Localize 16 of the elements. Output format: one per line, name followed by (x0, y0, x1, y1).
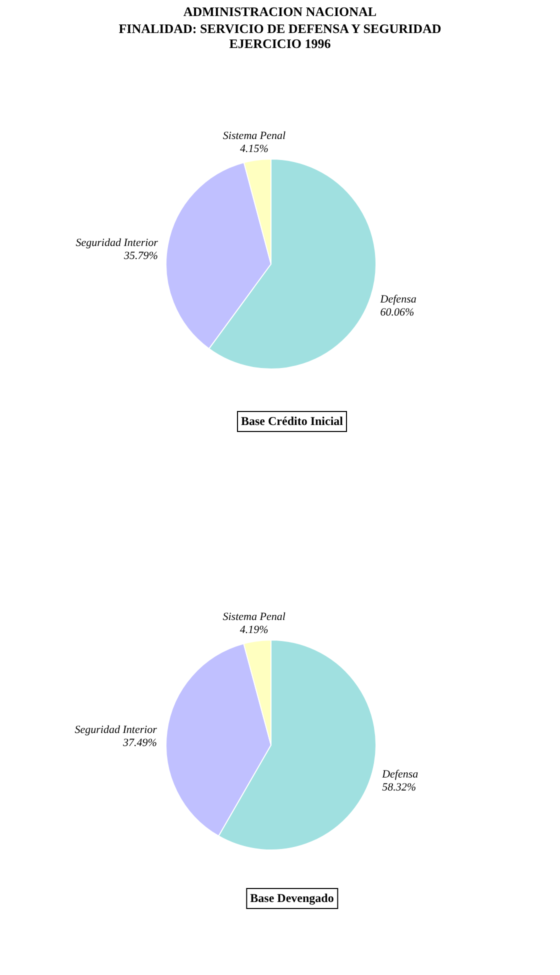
slice-label: Seguridad Interior (74, 724, 158, 736)
text: Base Devengado (246, 888, 338, 909)
chart-subtitle: FINALIDAD: SERVICIO DE DEFENSA Y SEGURIDAD EJERCICIO 1996 (118, 21, 442, 51)
slice-label: Sistema Penal (222, 611, 286, 624)
data-label: 35.79% (123, 250, 158, 262)
data-label: 58.32% (382, 782, 416, 794)
data-label: 60.06% (380, 306, 414, 319)
slice-label: Defensa (379, 294, 417, 306)
data-label: 37.49% (122, 737, 157, 750)
data-label: 4.15% (240, 143, 268, 156)
slice-label: Sistema Penal (222, 130, 286, 142)
slice-label: Defensa (381, 768, 419, 781)
slice-label: Seguridad Interior (76, 236, 159, 249)
chart-title: ADMINISTRACION NACIONAL (183, 4, 377, 19)
text: Base Crédito Inicial (237, 411, 347, 432)
data-label: 4.19% (240, 624, 268, 636)
